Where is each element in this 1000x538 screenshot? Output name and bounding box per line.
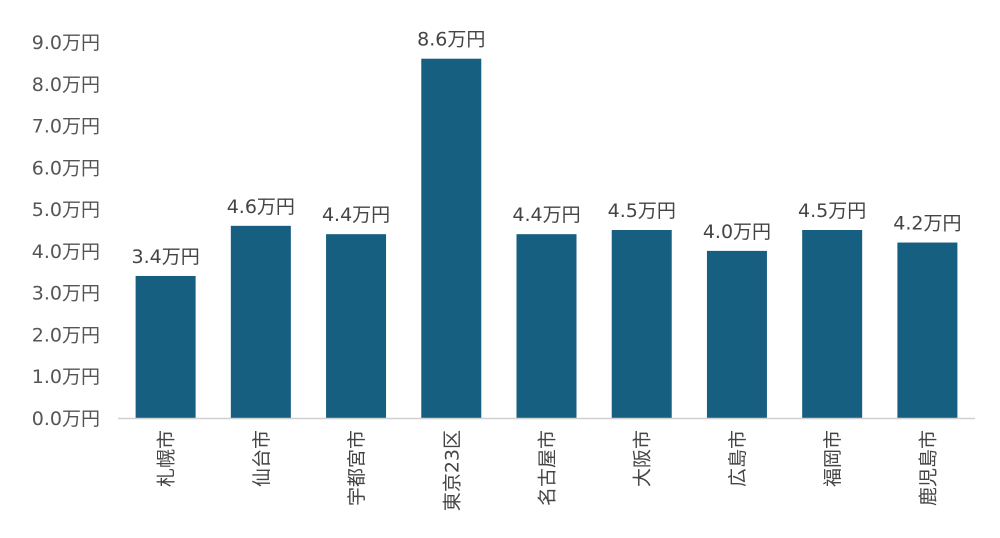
- category-label: 福岡市: [822, 430, 844, 487]
- y-tick-label: 7.0万円: [32, 116, 100, 138]
- y-tick-label: 4.0万円: [32, 241, 100, 263]
- data-label: 8.6万円: [417, 29, 485, 51]
- data-label: 4.6万円: [227, 196, 295, 218]
- data-label: 4.4万円: [512, 204, 580, 226]
- y-tick-label: 0.0万円: [32, 408, 100, 430]
- bar: [516, 234, 577, 418]
- data-label: 4.4万円: [322, 204, 390, 226]
- category-label: 宇都宮市: [346, 430, 368, 506]
- y-tick-label: 9.0万円: [32, 32, 100, 54]
- bar: [897, 242, 958, 418]
- data-label: 4.0万円: [703, 221, 771, 243]
- y-tick-label: 6.0万円: [32, 157, 100, 179]
- y-tick-label: 8.0万円: [32, 74, 100, 96]
- category-labels: 札幌市 仙台市 宇都宮市 東京23区 名古屋市 大阪市 広島市 福岡市 鹿児島市: [156, 430, 940, 511]
- data-label: 3.4万円: [132, 246, 200, 268]
- category-label: 仙台市: [251, 430, 273, 487]
- bar: [421, 58, 482, 418]
- y-axis-ticks: 0.0万円 1.0万円 2.0万円 3.0万円 4.0万円 5.0万円 6.0万円 7.0万円…: [32, 32, 100, 430]
- category-label: 鹿児島市: [917, 430, 939, 506]
- category-label: 名古屋市: [537, 430, 559, 506]
- y-tick-label: 3.0万円: [32, 283, 100, 305]
- data-label: 4.2万円: [893, 213, 961, 235]
- category-label: 東京23区: [441, 430, 463, 511]
- bars: [135, 58, 958, 418]
- data-labels: 3.4万円 4.6万円 4.4万円 8.6万円 4.4万円 4.5万円 4.0万円 4.5万円…: [132, 29, 962, 268]
- bar: [230, 225, 291, 418]
- category-label: 大阪市: [632, 430, 654, 487]
- bar: [326, 234, 387, 418]
- y-tick-label: 2.0万円: [32, 324, 100, 346]
- y-tick-label: 5.0万円: [32, 199, 100, 221]
- category-label: 札幌市: [156, 430, 178, 487]
- y-tick-label: 1.0万円: [32, 366, 100, 388]
- bar: [706, 250, 767, 418]
- data-label: 4.5万円: [798, 200, 866, 222]
- bar: [611, 230, 672, 418]
- data-label: 4.5万円: [608, 200, 676, 222]
- bar: [802, 230, 863, 418]
- bar: [135, 275, 196, 418]
- category-label: 広島市: [727, 430, 749, 487]
